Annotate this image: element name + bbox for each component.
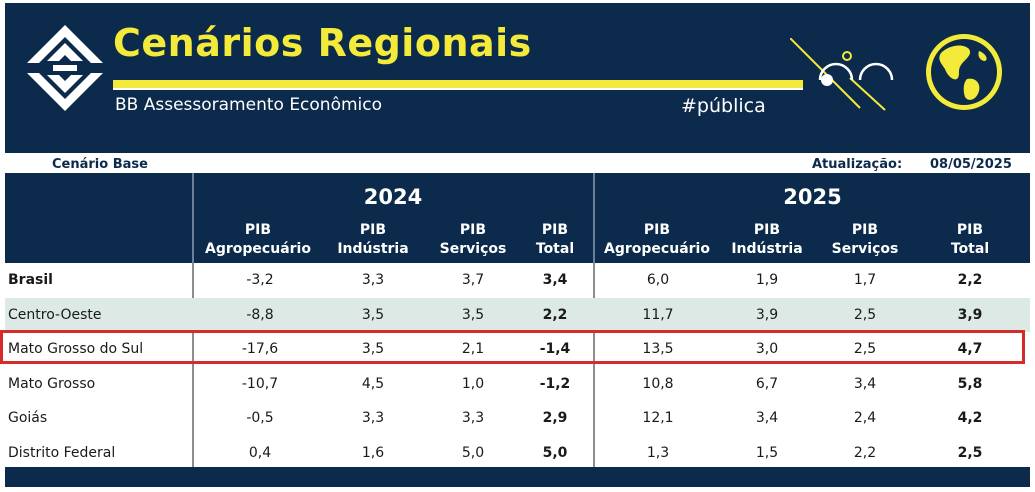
cell-total: 3,4 bbox=[542, 272, 568, 288]
row-label: Centro-Oeste bbox=[8, 306, 102, 323]
col-header-total-2024: PIB Total bbox=[535, 222, 575, 257]
year-2025-header: 2025 bbox=[783, 185, 842, 209]
col-header-total-2025: PIB Total bbox=[950, 222, 990, 257]
updated-date: 08/05/2025 bbox=[930, 157, 1012, 172]
cell: 1,3 bbox=[646, 444, 670, 461]
cell-total: 2,2 bbox=[542, 306, 568, 323]
row-label: Mato Grosso bbox=[8, 375, 96, 392]
table-row: Brasil -3,2 3,3 3,7 3,4 6,0 1,9 1,7 2,2 bbox=[5, 263, 1030, 298]
col-header-industria-2025: PIB Indústria bbox=[731, 222, 803, 257]
cell: 13,5 bbox=[642, 341, 674, 357]
table-body: Brasil -3,2 3,3 3,7 3,4 6,0 1,9 1,7 2,2 … bbox=[5, 263, 1030, 470]
cell-total: 2,9 bbox=[542, 410, 568, 426]
scenario-label: Cenário Base bbox=[52, 157, 148, 172]
cell: 3,3 bbox=[361, 410, 385, 426]
cell: 6,0 bbox=[646, 272, 670, 288]
header-separator bbox=[192, 173, 194, 263]
cell: -10,7 bbox=[241, 375, 279, 392]
col-header-industria-2024: PIB Indústria bbox=[337, 222, 409, 257]
column-separator bbox=[593, 263, 595, 470]
cell: 10,8 bbox=[642, 375, 674, 392]
table-row: Centro-Oeste -8,8 3,5 3,5 2,2 11,7 3,9 2… bbox=[5, 297, 1030, 332]
highlight-box bbox=[0, 330, 1025, 364]
cell: -17,6 bbox=[241, 341, 279, 357]
cell-total: -1,4 bbox=[539, 341, 571, 357]
cell: -8,8 bbox=[246, 306, 274, 323]
cell: 3,4 bbox=[755, 410, 779, 426]
cell-total: 5,8 bbox=[957, 375, 983, 392]
cell: 1,7 bbox=[853, 272, 877, 288]
cell: 1,5 bbox=[755, 444, 779, 461]
cell: 3,0 bbox=[755, 341, 779, 357]
globe-icon bbox=[926, 34, 1002, 110]
table-row: Goiás -0,5 3,3 3,3 2,9 12,1 3,4 2,4 4,2 bbox=[5, 401, 1030, 436]
col-header-servicos-2024: PIB Serviços bbox=[439, 222, 507, 257]
cell-total: 4,7 bbox=[957, 341, 983, 357]
cell: 3,5 bbox=[461, 306, 485, 323]
cell: 3,5 bbox=[361, 341, 385, 357]
table-row: Distrito Federal 0,4 1,6 5,0 5,0 1,3 1,5… bbox=[5, 436, 1030, 471]
cell: 4,5 bbox=[361, 375, 385, 392]
table-header: 2024 2025 PIB Agropecuário PIB Indústria P… bbox=[5, 173, 1030, 263]
cell: 12,1 bbox=[642, 410, 674, 426]
page-title: Cenários Regionais bbox=[113, 21, 532, 65]
row-label: Mato Grosso do Sul bbox=[8, 341, 144, 357]
cell: 3,3 bbox=[461, 410, 485, 426]
cell: 2,5 bbox=[853, 341, 877, 357]
cell: 1,0 bbox=[461, 375, 485, 392]
year-2024-header: 2024 bbox=[363, 185, 423, 209]
cell: 0,4 bbox=[248, 444, 272, 461]
cell-total: 4,2 bbox=[957, 410, 983, 426]
decorative-lines-icon bbox=[790, 38, 894, 111]
hashtag-label: #pública bbox=[681, 95, 766, 117]
cell: 2,1 bbox=[461, 341, 485, 357]
row-label: Distrito Federal bbox=[8, 444, 116, 461]
cell: 5,0 bbox=[461, 444, 485, 461]
cell: -3,2 bbox=[246, 272, 274, 288]
cell: 1,9 bbox=[755, 272, 779, 288]
cell: 2,4 bbox=[853, 410, 877, 426]
title-underline-thin bbox=[113, 88, 803, 90]
cell-total: 5,0 bbox=[542, 444, 568, 461]
cell: 3,5 bbox=[361, 306, 385, 323]
cell: 3,9 bbox=[755, 306, 779, 323]
row-label: Brasil bbox=[8, 272, 53, 288]
title-underline bbox=[113, 80, 803, 88]
table-row: Mato Grosso do Sul -17,6 3,5 2,1 -1,4 13… bbox=[5, 332, 1030, 367]
row-label: Goiás bbox=[8, 410, 48, 426]
column-separator bbox=[192, 263, 194, 470]
cell: 3,3 bbox=[361, 272, 385, 288]
cell-total: 3,9 bbox=[957, 306, 983, 323]
table-row: Mato Grosso -10,7 4,5 1,0 -1,2 10,8 6,7 … bbox=[5, 367, 1030, 402]
cell-total: 2,2 bbox=[957, 272, 983, 288]
footer-bar bbox=[5, 467, 1030, 487]
updated-label: Atualização: bbox=[812, 157, 903, 172]
cell: 3,4 bbox=[853, 375, 877, 392]
cell: 6,7 bbox=[755, 375, 779, 392]
cell: 2,2 bbox=[853, 444, 877, 461]
bb-logo-icon bbox=[27, 25, 103, 111]
cell: -0,5 bbox=[246, 410, 274, 426]
cell: 2,5 bbox=[853, 306, 877, 323]
col-header-servicos-2025: PIB Serviços bbox=[831, 222, 899, 257]
col-header-agro-2025: PIB Agropecuário bbox=[604, 222, 710, 257]
gdp-table: 2024 2025 PIB Agropecuário PIB Indústria P… bbox=[5, 173, 1030, 470]
header-banner: Cenários Regionais BB Assessoramento Eco… bbox=[5, 3, 1030, 153]
col-header-agro-2024: PIB Agropecuário bbox=[205, 222, 311, 257]
cell: 1,6 bbox=[361, 444, 385, 461]
cell-total: 2,5 bbox=[957, 444, 983, 461]
page-subtitle: BB Assessoramento Econômico bbox=[115, 95, 383, 115]
cell-total: -1,2 bbox=[539, 375, 571, 392]
cell: 11,7 bbox=[642, 306, 674, 323]
header-separator bbox=[593, 173, 595, 263]
cell: 3,7 bbox=[461, 272, 485, 288]
